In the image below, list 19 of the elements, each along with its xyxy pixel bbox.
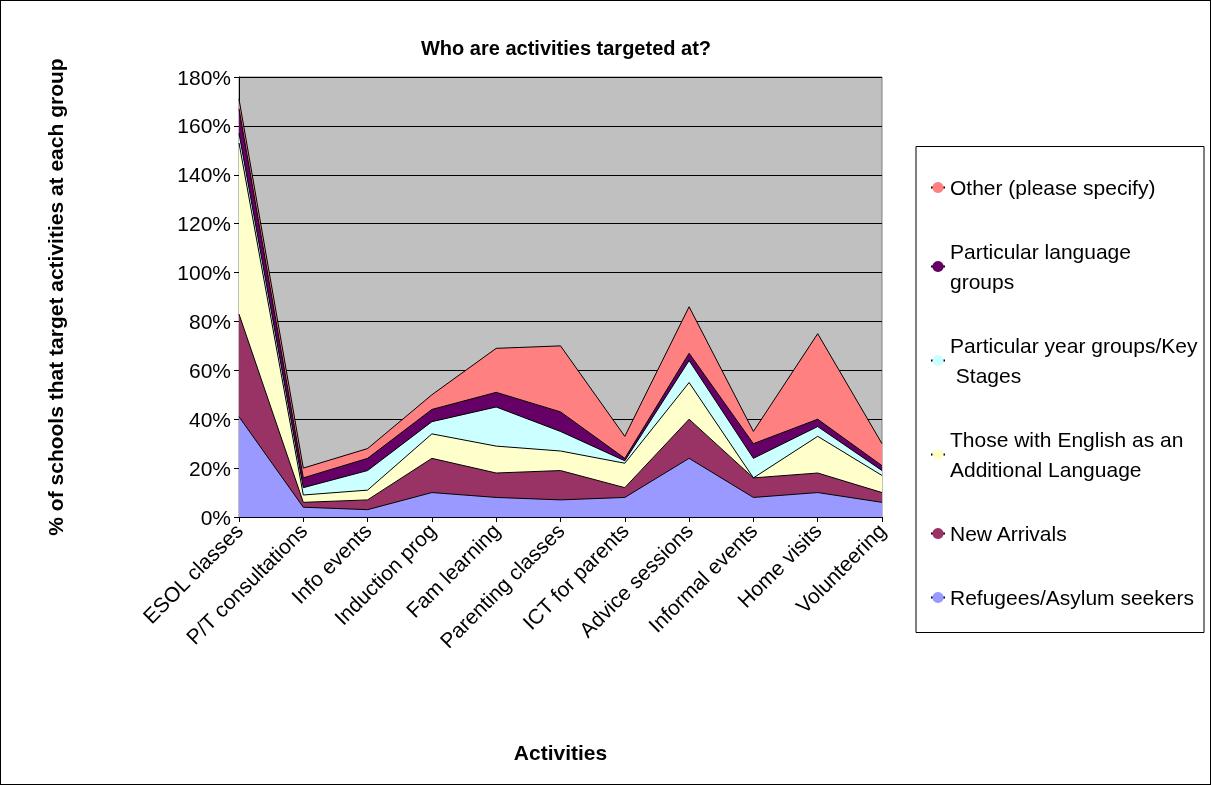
y-tick-label: 60%	[188, 358, 231, 382]
legend-label: Other (please specify)	[950, 176, 1156, 199]
legend-label: Particular language groups	[950, 240, 1137, 293]
y-tick-label: 180%	[177, 65, 231, 89]
legend-label: Particular year groups/Key Stages	[950, 334, 1198, 387]
chart-title: Who are activities targeted at?	[420, 37, 712, 59]
legend-label: Refugees/Asylum seekers	[950, 586, 1194, 609]
x-axis-title: Activities	[513, 741, 608, 764]
y-tick-label: 40%	[188, 407, 231, 431]
y-tick-label: 0%	[200, 505, 231, 529]
y-tick-label: 80%	[188, 309, 231, 333]
y-tick-label: 20%	[188, 456, 231, 480]
y-tick-label: 100%	[177, 261, 231, 285]
y-tick-label: 120%	[177, 212, 231, 236]
y-tick-label: 140%	[177, 163, 231, 187]
y-axis-title: % of schools that target activities at each group	[43, 58, 67, 536]
legend-label: New Arrivals	[950, 522, 1067, 545]
y-tick-label: 160%	[177, 114, 231, 138]
legend-label: Those with English as an Additional Language	[950, 428, 1190, 481]
